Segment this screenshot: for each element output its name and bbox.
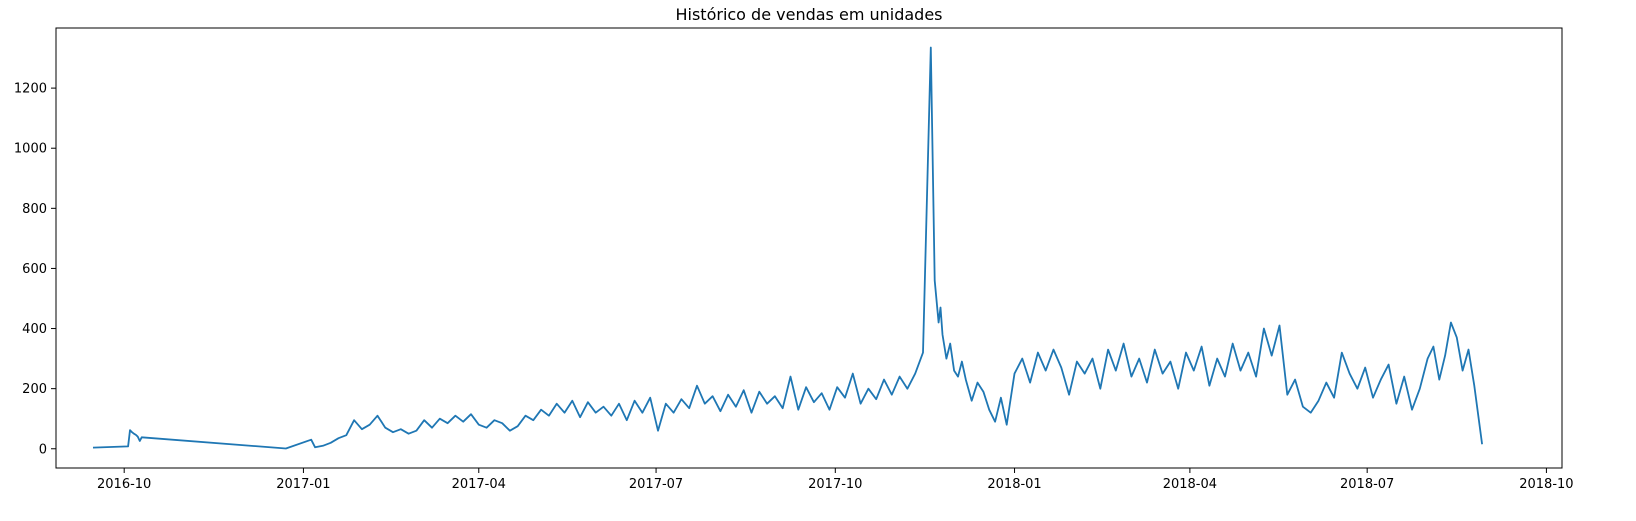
- y-tick-label: 1000: [14, 142, 47, 157]
- x-tick-label: 2017-04: [452, 477, 506, 492]
- x-tick-label: 2017-10: [808, 477, 862, 492]
- y-tick-label: 800: [22, 202, 47, 217]
- y-tick-label: 200: [22, 382, 47, 397]
- x-tick-label: 2017-01: [276, 477, 330, 492]
- x-axis: 2016-10 2017-01 2017-04 2017-07 2017-10 2018-…: [97, 468, 1574, 492]
- x-tick-label: 2017-07: [629, 477, 683, 492]
- y-axis: 0 200 400 600 800 1000 1200: [14, 82, 56, 457]
- x-tick-label: 2018-07: [1340, 477, 1394, 492]
- x-tick-label: 2018-04: [1163, 477, 1217, 492]
- y-tick-label: 400: [22, 322, 47, 337]
- axes-frame: [55, 27, 1563, 469]
- series-line-0: [92, 46, 1483, 450]
- x-tick-label: 2018-01: [987, 477, 1041, 492]
- y-tick-label: 0: [39, 442, 47, 457]
- chart-title: Histórico de vendas em unidades: [675, 5, 942, 24]
- x-tick-label: 2016-10: [97, 477, 151, 492]
- x-tick-label: 2018-10: [1519, 477, 1573, 492]
- y-tick-label: 600: [22, 262, 47, 277]
- plot-area: [92, 46, 1483, 450]
- y-tick-label: 1200: [14, 82, 47, 97]
